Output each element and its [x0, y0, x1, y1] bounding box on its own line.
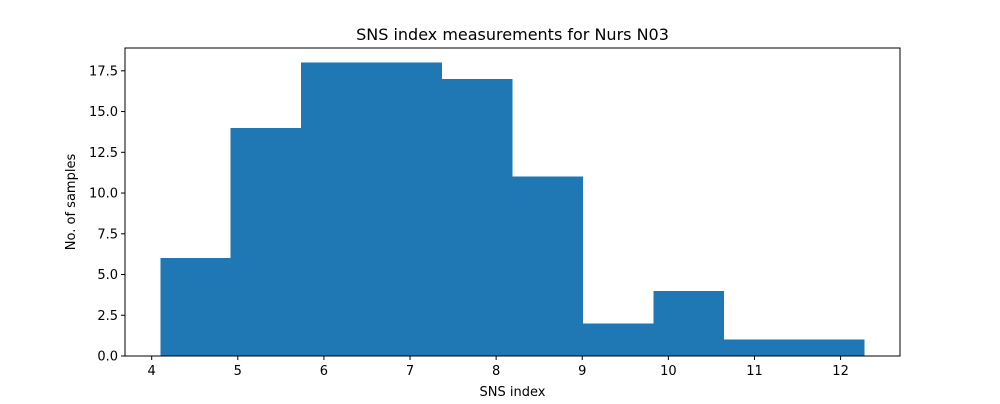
histogram-bar-5: [442, 78, 513, 357]
y-axis-label: No. of samples: [64, 154, 79, 251]
histogram-bar-7: [582, 323, 654, 356]
y-tick-label: 5.0: [97, 268, 118, 283]
x-tick-label: 11: [746, 364, 763, 379]
histogram-bar-3: [301, 62, 372, 357]
y-tick-label: 12.5: [89, 146, 118, 161]
x-tick-label: 12: [832, 364, 849, 379]
x-tick-label: 8: [492, 364, 500, 379]
chart-title: SNS index measurements for Nurs N03: [356, 25, 669, 44]
x-tick-label: 9: [578, 364, 586, 379]
x-tick-label: 4: [148, 364, 156, 379]
histogram-bar-9: [723, 339, 795, 356]
y-tick-label: 2.5: [97, 309, 118, 324]
y-tick-label: 17.5: [89, 64, 118, 79]
histogram-bar-8: [653, 290, 724, 356]
histogram-bar-1: [160, 258, 231, 356]
histogram-bar-10: [794, 339, 865, 356]
x-tick-label: 6: [320, 364, 328, 379]
bars-layer: [160, 62, 865, 357]
histogram-bar-4: [371, 62, 443, 357]
y-tick-label: 15.0: [89, 105, 118, 120]
x-axis-label: SNS index: [480, 385, 546, 400]
y-tick-label: 7.5: [97, 227, 118, 242]
histogram-bar-2: [230, 127, 302, 356]
x-tick-label: 5: [234, 364, 242, 379]
y-tick-label: 0.0: [97, 350, 118, 365]
y-tick-label: 10.0: [89, 187, 118, 202]
histogram-bar-6: [512, 176, 583, 356]
x-tick-label: 10: [660, 364, 677, 379]
x-tick-label: 7: [406, 364, 414, 379]
plot-frame: [124, 47, 901, 357]
axes-layer: 4 5 6 7 8 9 10 11 12 0.0 2.5 5.0 7.5 10.0 12.5 15.0 17.5: [89, 47, 901, 379]
